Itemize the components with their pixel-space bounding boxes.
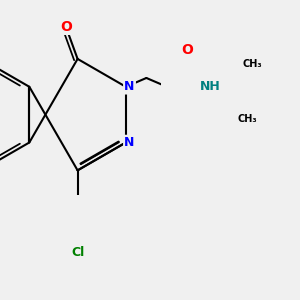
Text: O: O [60, 20, 72, 34]
Text: CH₃: CH₃ [238, 114, 257, 124]
Text: CH₃: CH₃ [242, 59, 262, 69]
Text: N: N [124, 136, 135, 149]
Text: N: N [124, 80, 135, 93]
Text: O: O [182, 43, 194, 57]
Text: NH: NH [200, 80, 220, 93]
Text: Cl: Cl [71, 246, 84, 259]
